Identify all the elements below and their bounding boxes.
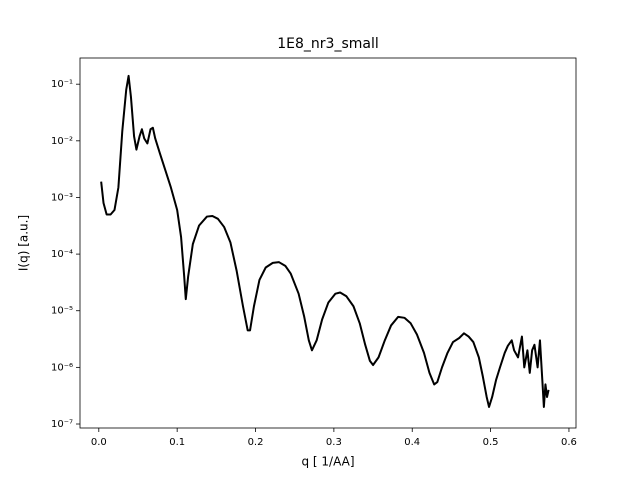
y-tick-label: 10⁻² [51, 136, 73, 147]
x-tick-label: 0.5 [483, 437, 499, 448]
x-tick-label: 0.1 [169, 437, 185, 448]
x-tick-label: 0.6 [561, 437, 577, 448]
y-tick-label: 10⁻¹ [51, 79, 73, 90]
y-tick-label: 10⁻⁷ [51, 419, 73, 430]
x-tick-label: 0.0 [91, 437, 107, 448]
x-tick-label: 0.4 [404, 437, 420, 448]
y-tick-label: 10⁻⁵ [51, 306, 73, 317]
x-tick-label: 0.2 [248, 437, 264, 448]
y-tick-label: 10⁻⁶ [51, 362, 73, 373]
y-axis-label: I(q) [a.u.] [17, 215, 31, 271]
data-line [100, 74, 550, 408]
axes-frame [79, 57, 577, 429]
chart-title: 1E8_nr3_small [277, 36, 379, 52]
x-tick-label: 0.3 [326, 437, 342, 448]
y-tick-label: 10⁻³ [51, 192, 73, 203]
x-axis-label: q [ 1/AA] [301, 455, 354, 469]
y-tick-label: 10⁻⁴ [51, 249, 73, 260]
